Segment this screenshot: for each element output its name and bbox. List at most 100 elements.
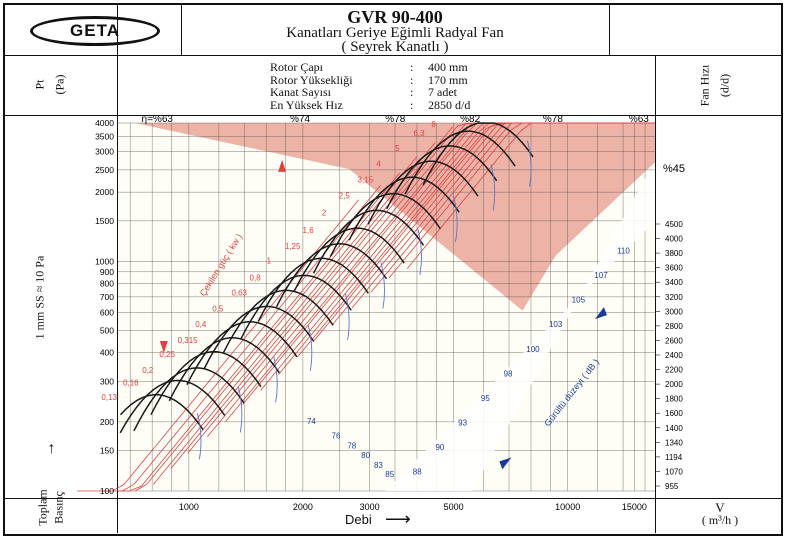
power-value-label: 0,25 [159,350,175,359]
power-line [98,185,381,492]
efficiency-top-label: η=%63 [142,114,174,125]
spec-key: Rotor Çapı [270,60,323,74]
power-line [118,172,400,492]
power-value-label: 0,2 [142,366,154,375]
speed-tick-label: 2400 [665,351,683,360]
divider [609,3,610,55]
power-value-label: 0,315 [178,336,199,345]
power-value-label: 0,5 [212,304,224,313]
y-tick-label: 800 [100,279,114,289]
noise-value-label: 100 [526,345,540,354]
spec-row: Rotor Çapı:400 mm [270,60,468,74]
efficiency-curve [307,324,313,372]
spec-row: En Yüksek Hız:2850 d/d [270,97,471,112]
x-tick-label: 10000 [555,502,580,512]
spec-key: Kanat Sayısı [270,85,331,100]
power-up-arrow [278,159,287,172]
power-value-label: 6,3 [413,129,425,138]
efficiency-low-label: 80 [361,451,370,460]
noise-value-label: 95 [481,394,490,403]
divider [117,3,118,533]
speed-tick-label: 3000 [665,307,683,316]
chart-title: GVR 90-400 [347,7,443,27]
efficiency-curve [490,164,496,211]
debi-label: Debi [345,512,372,527]
noise-value-label: 93 [458,418,467,427]
spec-row: Kanat Sayısı:7 adet [270,85,457,100]
power-value-label: 8 [431,120,436,129]
speed-tick-label: 1070 [665,467,683,476]
speed-tick-label: 2800 [665,322,683,331]
divider [655,55,656,533]
speed-tick-label: 1400 [665,424,683,433]
speed-tick-label: 2200 [665,366,683,375]
noise-value-label: 103 [549,320,563,329]
divider [181,3,182,55]
power-value-label: 3,15 [357,175,373,184]
speed-tick-label: 3400 [665,278,683,287]
power-line [187,122,470,454]
spec-key: En Yüksek Hız [270,97,343,112]
power-value-label: 2,5 [339,192,351,201]
noise-value-label: 88 [413,467,422,476]
y-tick-label: 150 [100,446,114,456]
speed-tick-label: 955 [665,482,679,491]
spec-value: 170 mm [428,72,468,87]
power-value-label: 0,16 [123,378,139,387]
spec-value: 7 adet [428,85,457,100]
geta-logo: GETA [30,16,160,46]
power-value-label: 4 [376,159,381,168]
power-value-label: 0,8 [250,273,262,282]
power-value-label: 0,4 [195,320,207,329]
speed-curve [275,243,388,308]
divider [3,115,783,116]
spec-value: 400 mm [428,60,468,74]
y-tick-label: 700 [100,292,114,302]
speed-curve [240,274,352,339]
y-tick-label: 3500 [95,131,114,141]
power-value-label: 1 [267,256,272,265]
x-tick-label: 2000 [293,502,313,512]
power-line [224,122,507,423]
y-tick-label: 2000 [95,187,114,197]
y-tick-label: 200 [100,417,114,427]
y-tick-label: 100 [100,486,114,496]
y-tick-label: 400 [100,348,114,358]
speed-tick-label: 4000 [665,235,683,244]
speed-curve [222,289,334,354]
power-value-label: 1,25 [285,242,301,251]
y-tick-label: 3000 [95,147,114,157]
spec-value: 2850 d/d [428,97,471,112]
chart-subtitle: Kanatları Geriye Eğimli Radyal Fan [286,25,504,41]
power-line [406,122,655,269]
speed-curve [367,160,479,225]
v-label: V [715,500,725,515]
efficiency-top-label: %78 [543,114,563,125]
power-value-label: 2 [322,208,327,217]
efficiency-top-label: %63 [629,114,649,125]
efficiency-side-label: %45 [663,163,685,175]
efficiency-curve [237,386,243,433]
efficiency-low-label: 83 [374,461,383,470]
y-tick-label: 300 [100,376,114,386]
speed-curve [168,337,280,402]
x-tick-label: 3000 [360,502,380,512]
efficiency-top-label: %74 [290,114,310,125]
y-tick-label: 4000 [95,118,114,128]
noise-value-label: 107 [594,271,608,280]
speed-tick-label: 3800 [665,249,683,258]
power-line [134,156,418,492]
efficiency-curve [273,356,278,403]
speed-tick-label: 3600 [665,264,683,273]
speed-tick-label: 1194 [665,453,683,462]
noise-value-label: 105 [572,296,586,305]
efficiency-low-label: 85 [385,470,394,479]
efficiency-curve [527,140,532,187]
power-line [170,126,453,469]
y-tick-label: 1500 [95,216,114,226]
speed-tick-label: 4500 [665,220,683,229]
power-value-label: 5 [395,144,400,153]
debi-arrow: ⟶ [385,509,411,529]
y-tick-label: 900 [100,267,114,277]
